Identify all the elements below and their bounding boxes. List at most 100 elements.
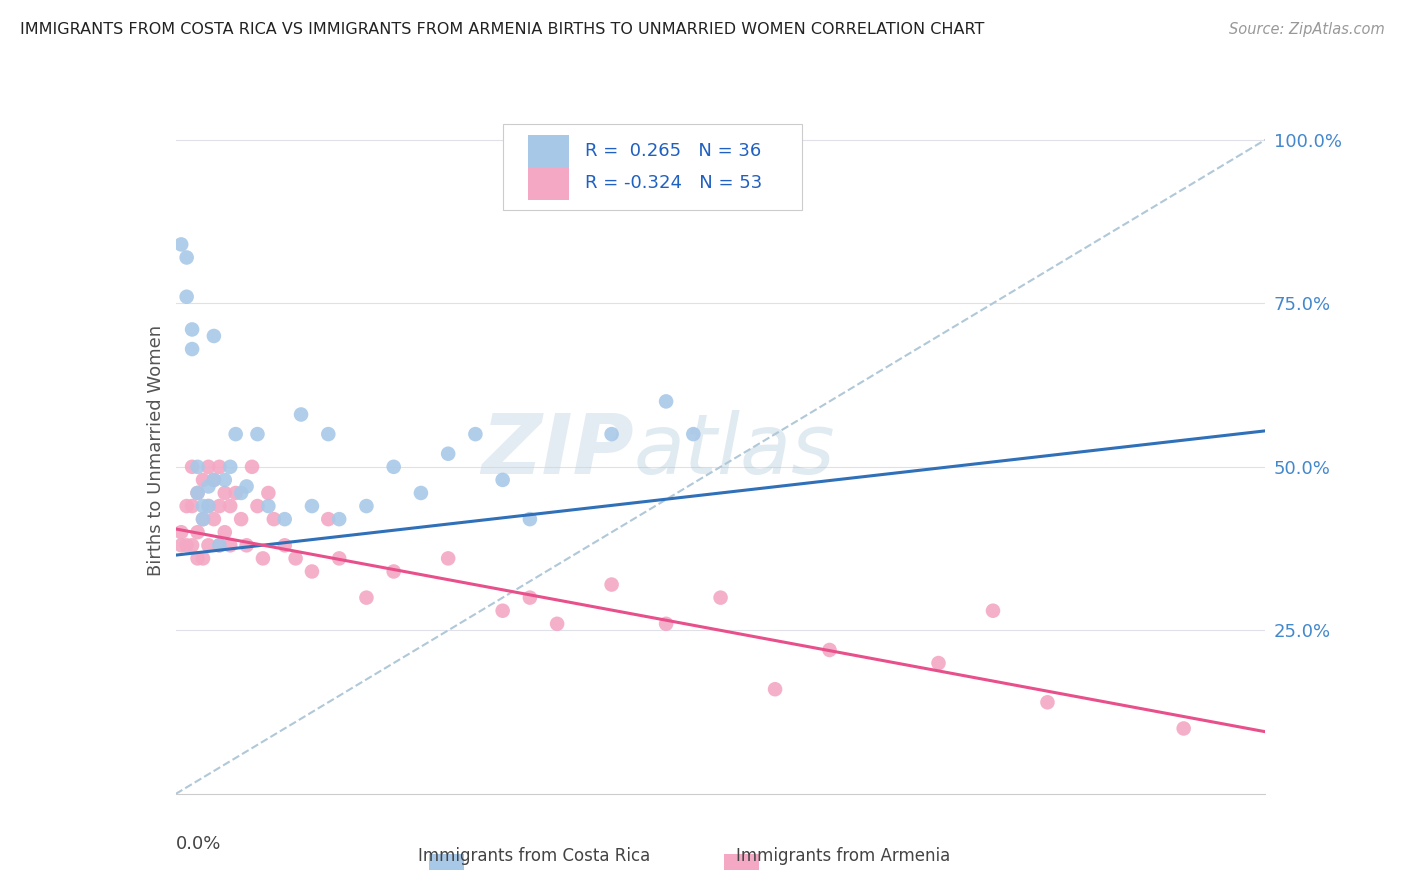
- Text: Source: ZipAtlas.com: Source: ZipAtlas.com: [1229, 22, 1385, 37]
- Point: [655, 394, 678, 409]
- Point: [252, 551, 274, 566]
- Point: [214, 525, 236, 540]
- Point: [176, 538, 198, 552]
- Point: [176, 251, 198, 265]
- Point: [356, 591, 378, 605]
- Point: [301, 565, 323, 579]
- Point: [763, 682, 786, 697]
- Point: [437, 551, 460, 566]
- Point: [181, 459, 204, 474]
- Point: [231, 486, 253, 500]
- Point: [170, 237, 193, 252]
- Text: 0.0%: 0.0%: [176, 835, 221, 853]
- Point: [235, 479, 257, 493]
- Point: [492, 473, 515, 487]
- Point: [710, 591, 733, 605]
- Point: [382, 459, 405, 474]
- Point: [682, 427, 704, 442]
- Point: [170, 538, 193, 552]
- Point: [186, 486, 209, 500]
- Point: [219, 499, 242, 513]
- Point: [202, 329, 225, 343]
- Point: [225, 427, 247, 442]
- Text: Immigrants from Costa Rica: Immigrants from Costa Rica: [418, 847, 651, 865]
- Point: [600, 427, 623, 442]
- Point: [186, 525, 209, 540]
- Point: [235, 538, 257, 552]
- Point: [263, 512, 285, 526]
- Point: [290, 408, 312, 422]
- Point: [409, 486, 432, 500]
- Point: [181, 322, 204, 336]
- Point: [246, 499, 269, 513]
- Point: [191, 512, 214, 526]
- Point: [219, 459, 242, 474]
- Point: [818, 643, 841, 657]
- Point: [600, 577, 623, 591]
- Point: [176, 499, 198, 513]
- Point: [186, 551, 209, 566]
- Text: ZIP: ZIP: [481, 410, 633, 491]
- Point: [186, 459, 209, 474]
- Point: [191, 551, 214, 566]
- Point: [546, 616, 568, 631]
- Bar: [527, 135, 569, 168]
- Point: [197, 459, 219, 474]
- Point: [318, 427, 340, 442]
- Point: [191, 499, 214, 513]
- Point: [356, 499, 378, 513]
- Text: R =  0.265   N = 36: R = 0.265 N = 36: [585, 142, 762, 160]
- FancyBboxPatch shape: [503, 124, 803, 211]
- Point: [231, 512, 253, 526]
- Point: [928, 656, 950, 670]
- Point: [214, 473, 236, 487]
- Point: [176, 290, 198, 304]
- Text: IMMIGRANTS FROM COSTA RICA VS IMMIGRANTS FROM ARMENIA BIRTHS TO UNMARRIED WOMEN : IMMIGRANTS FROM COSTA RICA VS IMMIGRANTS…: [20, 22, 984, 37]
- Point: [437, 447, 460, 461]
- Point: [197, 538, 219, 552]
- Point: [1173, 722, 1195, 736]
- Point: [170, 525, 193, 540]
- Point: [208, 538, 231, 552]
- Point: [208, 538, 231, 552]
- Point: [274, 538, 297, 552]
- Point: [240, 459, 263, 474]
- Point: [382, 565, 405, 579]
- Point: [519, 591, 541, 605]
- Point: [181, 342, 204, 356]
- Point: [219, 538, 242, 552]
- Point: [257, 486, 280, 500]
- Point: [191, 473, 214, 487]
- Point: [246, 427, 269, 442]
- Point: [284, 551, 307, 566]
- Text: R = -0.324   N = 53: R = -0.324 N = 53: [585, 174, 762, 193]
- Point: [202, 473, 225, 487]
- Point: [519, 512, 541, 526]
- Point: [208, 459, 231, 474]
- Point: [981, 604, 1004, 618]
- Y-axis label: Births to Unmarried Women: Births to Unmarried Women: [146, 325, 165, 576]
- Point: [492, 604, 515, 618]
- Point: [181, 538, 204, 552]
- Text: atlas: atlas: [633, 410, 835, 491]
- Point: [202, 512, 225, 526]
- Point: [181, 499, 204, 513]
- Point: [301, 499, 323, 513]
- Point: [1036, 695, 1059, 709]
- Point: [197, 479, 219, 493]
- Point: [274, 512, 297, 526]
- Text: Immigrants from Armenia: Immigrants from Armenia: [737, 847, 950, 865]
- Point: [655, 616, 678, 631]
- Point: [318, 512, 340, 526]
- Point: [214, 486, 236, 500]
- Point: [197, 499, 219, 513]
- Point: [191, 512, 214, 526]
- Point: [186, 486, 209, 500]
- Point: [328, 512, 350, 526]
- Bar: [527, 167, 569, 200]
- Point: [202, 473, 225, 487]
- Point: [197, 499, 219, 513]
- Point: [208, 499, 231, 513]
- Point: [464, 427, 486, 442]
- Point: [225, 486, 247, 500]
